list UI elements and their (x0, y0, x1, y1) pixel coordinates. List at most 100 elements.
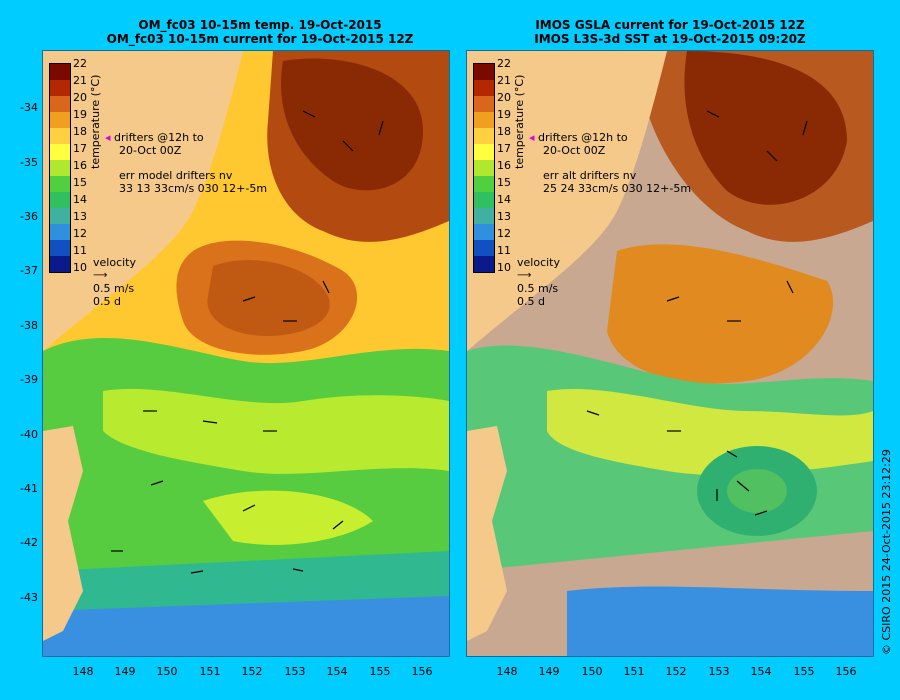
colorbar-tick: 16 (73, 159, 87, 172)
colorbar-swatch (474, 64, 494, 80)
colorbar-tick: 14 (73, 193, 87, 206)
lat-tick: -41 (20, 482, 38, 495)
lon-tick: 149 (114, 665, 136, 678)
velocity-time: 0.5 d (517, 295, 545, 308)
lon-tick: 150 (156, 665, 178, 678)
drifters-line2: 20-Oct 00Z (119, 144, 182, 157)
colorbar-swatch (50, 208, 70, 224)
satellite-sst-field (467, 51, 873, 656)
colorbar-label: temperature (°C) (513, 74, 526, 169)
colorbar-swatch (50, 160, 70, 176)
colorbar-tick: 18 (497, 125, 511, 138)
drifters-line2: 20-Oct 00Z (543, 144, 606, 157)
left-title-line1: OM_fc03 10-15m temp. 19-Oct-2015 (138, 18, 382, 32)
right-title-line1: IMOS GSLA current for 19-Oct-2015 12Z (535, 18, 805, 32)
colorbar-tick: 19 (73, 108, 87, 121)
lon-tick: 154 (750, 665, 772, 678)
lat-tick: -37 (20, 264, 38, 277)
satellite-sst-map[interactable]: 22 21 20 19 18 17 16 15 14 13 12 11 10 t… (466, 50, 874, 657)
velocity-label: velocity (517, 256, 560, 269)
error-stats: err model drifters nv 33 13 33cm/s 030 1… (119, 169, 267, 195)
velocity-arrow-icon: ⟶ (93, 270, 108, 281)
colorbar-tick: 18 (73, 125, 87, 138)
colorbar-tick: 15 (73, 176, 87, 189)
colorbar-tick: 15 (497, 176, 511, 189)
colorbar-swatch (474, 208, 494, 224)
colorbar-swatch (50, 64, 70, 80)
temperature-colorbar (49, 63, 71, 273)
colorbar-swatch (474, 240, 494, 256)
lon-tick: 155 (369, 665, 391, 678)
drifters-note: ◂ drifters @12h to 20-Oct 00Z (105, 131, 204, 157)
colorbar-tick: 12 (497, 227, 511, 240)
colorbar-tick: 22 (497, 57, 511, 70)
lat-tick: -39 (20, 373, 38, 386)
lon-tick: 152 (665, 665, 687, 678)
lat-tick: -35 (20, 156, 38, 169)
colorbar-tick: 17 (73, 142, 87, 155)
right-title-line2: IMOS L3S-3d SST at 19-Oct-2015 09:20Z (534, 32, 806, 46)
colorbar-label: temperature (°C) (89, 74, 102, 169)
error-line2: 25 24 33cm/s 030 12+-5m (543, 182, 692, 195)
velocity-legend: velocity ⟶ 0.5 m/s 0.5 d (93, 256, 136, 308)
colorbar-tick: 17 (497, 142, 511, 155)
colorbar-tick: 22 (73, 57, 87, 70)
colorbar-swatch (50, 112, 70, 128)
error-line2: 33 13 33cm/s 030 12+-5m (119, 182, 268, 195)
lon-tick: 148 (496, 665, 518, 678)
model-temperature-map[interactable]: 22 21 20 19 18 17 16 15 14 13 12 11 10 t… (42, 50, 450, 657)
temperature-colorbar (473, 63, 495, 273)
colorbar-swatch (50, 224, 70, 240)
velocity-legend: velocity ⟶ 0.5 m/s 0.5 d (517, 256, 560, 308)
copyright-timestamp: © CSIRO 2015 24-Oct-2015 23:12:29 (880, 449, 893, 655)
lon-tick: 151 (623, 665, 645, 678)
velocity-arrow-icon: ⟶ (517, 270, 532, 281)
colorbar-swatch (50, 96, 70, 112)
colorbar-tick: 19 (497, 108, 511, 121)
drifters-line1: drifters @12h to (538, 131, 628, 144)
colorbar-swatch (474, 112, 494, 128)
colorbar-swatch (474, 160, 494, 176)
colorbar-swatch (474, 80, 494, 96)
colorbar-swatch (474, 224, 494, 240)
lon-tick: 155 (793, 665, 815, 678)
colorbar-swatch (474, 176, 494, 192)
colorbar-tick: 16 (497, 159, 511, 172)
error-stats: err alt drifters nv 25 24 33cm/s 030 12+… (543, 169, 691, 195)
colorbar-tick: 13 (73, 210, 87, 223)
colorbar-tick: 10 (497, 261, 511, 274)
lon-tick: 156 (835, 665, 857, 678)
colorbar-tick: 10 (73, 261, 87, 274)
colorbar-tick: 20 (497, 91, 511, 104)
lat-tick: -36 (20, 210, 38, 223)
drifters-note: ◂ drifters @12h to 20-Oct 00Z (529, 131, 628, 157)
colorbar-tick: 11 (73, 244, 87, 257)
colorbar-tick: 12 (73, 227, 87, 240)
colorbar-swatch (50, 128, 70, 144)
colorbar-swatch (50, 192, 70, 208)
colorbar-tick: 20 (73, 91, 87, 104)
colorbar-tick: 14 (497, 193, 511, 206)
lon-tick: 150 (581, 665, 603, 678)
lon-tick: 153 (284, 665, 306, 678)
error-line1: err model drifters nv (119, 169, 233, 182)
colorbar-swatch (50, 144, 70, 160)
left-title-line2: OM_fc03 10-15m current for 19-Oct-2015 1… (106, 32, 414, 46)
velocity-speed: 0.5 m/s (93, 282, 135, 295)
colorbar-swatch (474, 128, 494, 144)
lon-tick: 152 (241, 665, 263, 678)
error-line1: err alt drifters nv (543, 169, 637, 182)
colorbar-swatch (474, 256, 494, 272)
colorbar-swatch (474, 96, 494, 112)
lat-tick: -38 (20, 319, 38, 332)
colorbar-swatch (50, 240, 70, 256)
lat-tick: -34 (20, 101, 38, 114)
left-map-title: OM_fc03 10-15m temp. 19-Oct-2015 OM_fc03… (90, 18, 430, 46)
colorbar-swatch (50, 256, 70, 272)
lon-tick: 148 (72, 665, 94, 678)
velocity-label: velocity (93, 256, 136, 269)
colorbar-swatch (50, 176, 70, 192)
colorbar-tick: 11 (497, 244, 511, 257)
lon-tick: 156 (411, 665, 433, 678)
right-map-title: IMOS GSLA current for 19-Oct-2015 12Z IM… (500, 18, 840, 46)
